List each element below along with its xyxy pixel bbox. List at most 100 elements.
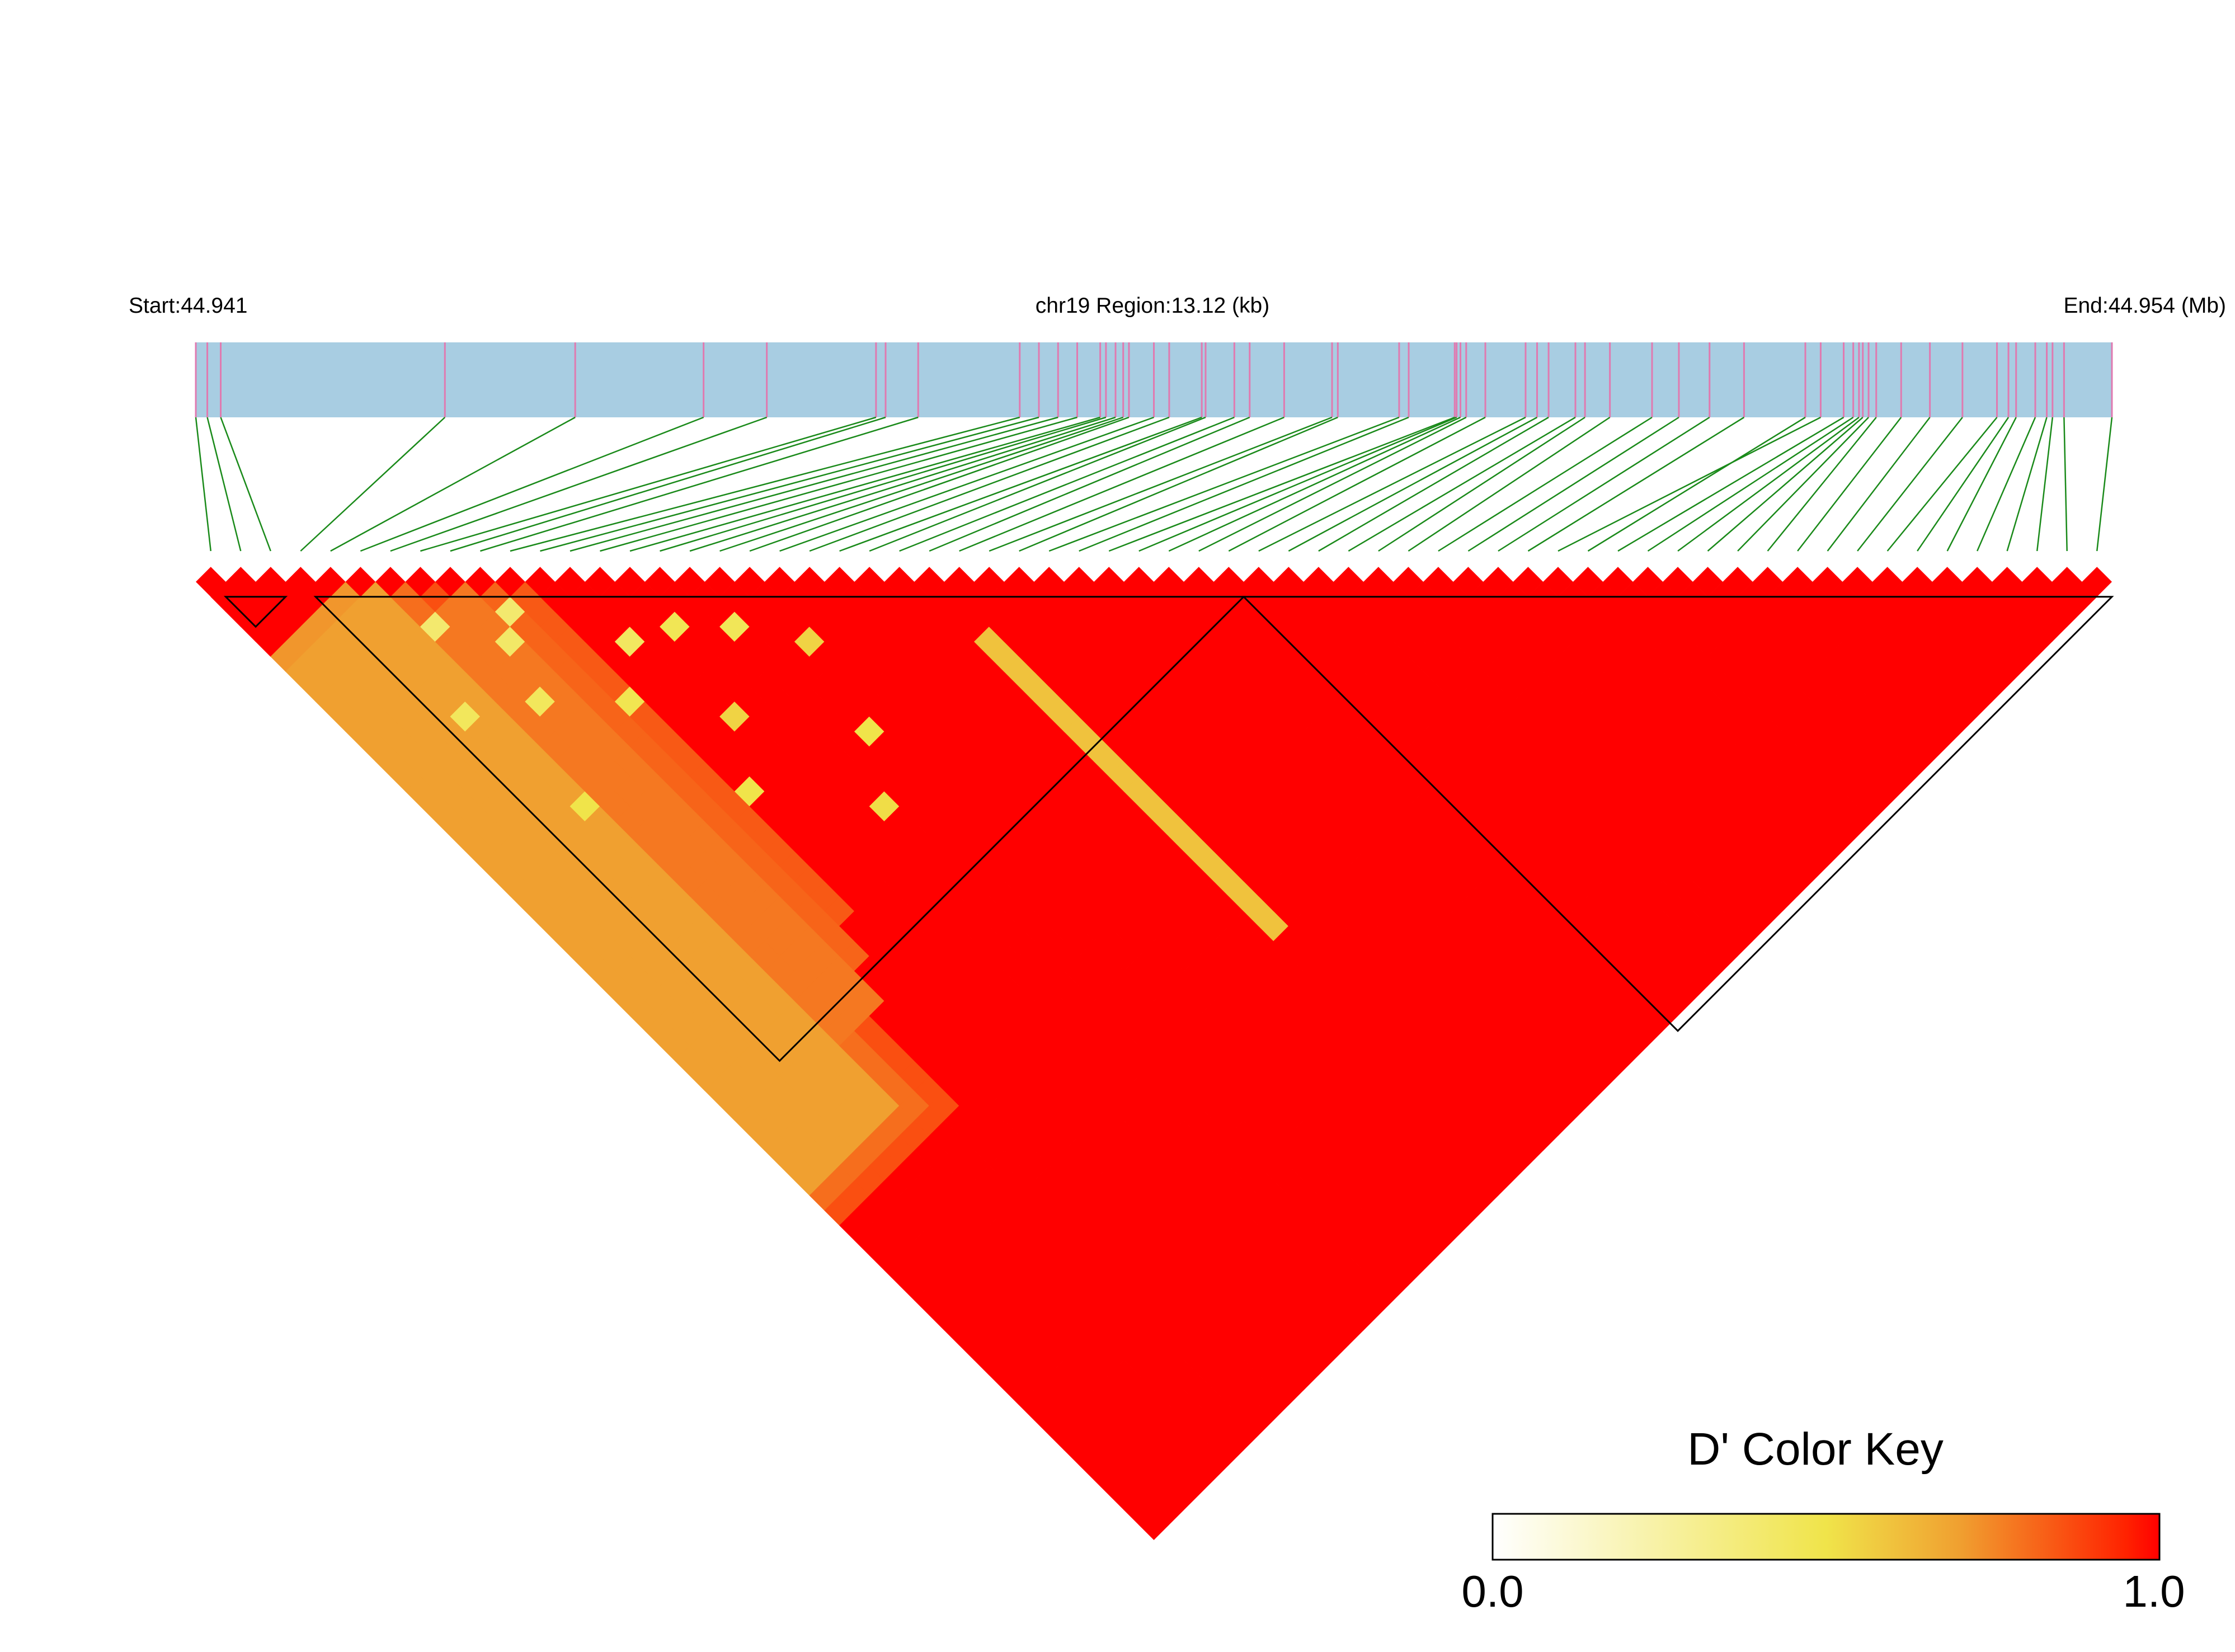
snp-diamond — [256, 567, 286, 597]
ld-block-outline — [1241, 596, 2114, 1032]
snp-diamond — [1304, 567, 1334, 597]
start-position-label: Start:44.941 — [129, 294, 248, 318]
snp-diamond — [794, 567, 825, 597]
snp-diamond — [345, 567, 376, 597]
snp-diamond — [435, 567, 465, 597]
snp-connector-line — [330, 416, 576, 552]
snp-diamond — [644, 567, 675, 597]
snp-connector-line — [1737, 417, 1869, 552]
ld-block-outline — [223, 596, 288, 628]
snp-connector-line — [2063, 417, 2068, 552]
snp-connector-line — [839, 416, 1202, 552]
color-key-min-label: 0.0 — [1461, 1566, 1524, 1616]
snp-connector-line — [600, 416, 1077, 552]
snp-diamond — [1812, 567, 1843, 597]
snp-connector-line — [450, 416, 886, 552]
snp-connector-line — [1288, 416, 1538, 552]
snp-connector-line — [195, 417, 212, 552]
snp-connector-line — [1527, 416, 1745, 552]
snp-connector-line — [1438, 416, 1653, 552]
snp-diamond — [1453, 567, 1484, 597]
chromosome-bar-group — [195, 342, 2113, 417]
snp-diamond — [944, 567, 975, 597]
snp-diamond — [1992, 567, 2022, 597]
snp-connector-line — [1019, 416, 1338, 552]
snp-diamond — [1692, 567, 1723, 597]
snp-diamond — [1573, 567, 1603, 597]
snp-diamond — [1064, 567, 1094, 597]
snp-connector-line — [809, 416, 1170, 552]
snp-diamond — [1723, 567, 1753, 597]
snp-connector-line — [540, 416, 1039, 552]
snp-connector-line — [1857, 417, 1963, 552]
snp-connector-line — [1498, 416, 1710, 552]
ld-block-outline — [313, 596, 1246, 1062]
snp-diamond — [1603, 567, 1633, 597]
snp-diamond — [465, 567, 496, 597]
snp-diamond — [764, 567, 795, 597]
snp-connector-line — [660, 416, 1107, 552]
snp-diamond — [1663, 567, 1693, 597]
snp-diamond — [1363, 567, 1394, 597]
snp-connector-line — [390, 416, 768, 552]
snp-connector-line — [1228, 416, 1486, 552]
snp-diamond — [2022, 567, 2052, 597]
snp-connector-line — [1886, 417, 1998, 552]
snp-diamond — [405, 567, 436, 597]
snp-connector-lines — [195, 416, 2113, 552]
snp-connector-line — [480, 416, 919, 552]
snp-connector-line — [420, 416, 877, 552]
snp-diamond — [585, 567, 615, 597]
snp-diamond — [1034, 567, 1064, 597]
snp-diamond — [1333, 567, 1364, 597]
snp-connector-line — [1138, 416, 1457, 552]
snp-connector-line — [1467, 416, 1679, 552]
snp-connector-line — [1707, 417, 1864, 552]
region-label: chr19 Region:13.12 (kb) — [1035, 294, 1270, 318]
snp-diamond — [1782, 567, 1813, 597]
snp-diamond — [316, 567, 346, 597]
snp-diamond — [555, 567, 585, 597]
snp-diamond — [375, 567, 406, 597]
color-key-max-label: 1.0 — [2123, 1566, 2185, 1616]
snp-connector-line — [510, 416, 1020, 552]
end-position-label: End:44.954 (Mb) — [2063, 294, 2226, 318]
snp-connector-line — [206, 417, 242, 552]
snp-diamond — [914, 567, 944, 597]
snp-connector-line — [1108, 416, 1455, 552]
snp-connector-line — [989, 416, 1333, 552]
snp-diamond — [1483, 567, 1513, 597]
color-key-bar — [1491, 1513, 2161, 1561]
snp-connector-line — [1258, 416, 1526, 552]
snp-connector-line — [749, 416, 1130, 552]
snp-connector-line — [719, 416, 1124, 552]
snp-connector-line — [869, 416, 1206, 552]
snp-diamond — [1123, 567, 1154, 597]
snp-connector-line — [1917, 417, 2010, 552]
snp-connector-line — [1946, 417, 2017, 552]
snp-connector-line — [570, 416, 1058, 552]
snp-diamond — [495, 567, 525, 597]
snp-connector-line — [1348, 416, 1576, 552]
snp-diamond — [2082, 567, 2112, 597]
snp-diamond — [225, 567, 256, 597]
snp-connector-line — [1767, 417, 1877, 552]
snp-diamond — [1154, 567, 1184, 597]
snp-diamond — [675, 567, 705, 597]
snp-connector-line — [1168, 416, 1461, 552]
snp-diamond — [1962, 567, 1992, 597]
snp-connector-line — [629, 416, 1100, 552]
snp-connector-line — [959, 416, 1284, 552]
snp-diamond — [1872, 567, 1903, 597]
snp-connector-line — [929, 416, 1250, 552]
snp-connector-line — [1827, 417, 1931, 552]
snp-connector-line — [1198, 416, 1467, 552]
snp-connector-line — [1647, 416, 1854, 552]
snp-connector-line — [1977, 417, 2036, 552]
snp-diamond — [196, 567, 226, 597]
snp-connector-line — [689, 416, 1116, 552]
snp-connector-line — [1318, 416, 1549, 552]
snp-diamond — [854, 567, 884, 597]
snp-connector-line — [1378, 416, 1585, 552]
snp-diamond — [1094, 567, 1124, 597]
